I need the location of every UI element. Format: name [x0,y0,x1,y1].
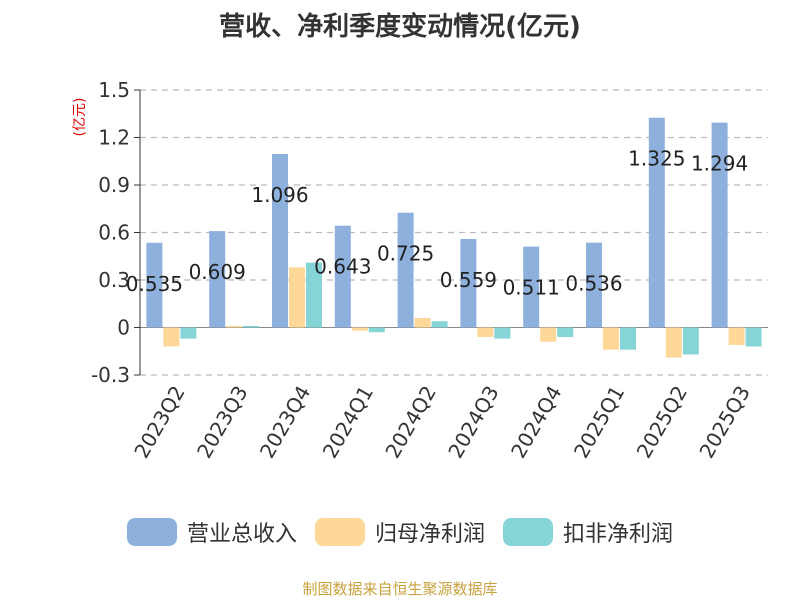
data-label-2023Q3: 0.609 [189,260,246,284]
x-tick-label: 2024Q3 [443,382,503,463]
x-tick-label: 2023Q4 [255,382,315,463]
legend-item[interactable]: 归母净利润 [314,516,485,548]
bar-扣非净利润-2024Q4 [557,327,574,337]
bar-归母净利润-2025Q2 [665,327,682,358]
y-tick-label: -0.3 [91,363,130,387]
bar-扣非净利润-2023Q3 [243,325,260,328]
x-tick-label: 2024Q4 [506,382,566,463]
y-axis-unit-label: (亿元) [72,98,88,137]
footer-source: 制图数据来自恒生聚源数据库 [302,580,498,598]
bar-扣非净利润-2023Q2 [180,327,197,339]
legend: 营业总收入 归母净利润 扣非净利润 [0,516,800,548]
data-label-2025Q3: 1.294 [691,152,748,176]
bar-营业总收入-2024Q4 [523,246,540,328]
bar-归母净利润-2025Q3 [728,327,745,345]
x-tick-label: 2024Q2 [380,382,440,463]
x-tick-label: 2025Q3 [694,382,754,463]
bar-扣非净利润-2024Q3 [494,327,511,339]
data-label-2024Q2: 0.725 [377,242,434,266]
data-label-2024Q4: 0.511 [503,276,560,300]
legend-item[interactable]: 营业总收入 [126,516,297,548]
bar-营业总收入-2023Q3 [209,231,226,328]
data-label-2025Q2: 1.325 [628,147,685,171]
bar-归母净利润-2023Q2 [163,327,180,347]
bar-营业总收入-2025Q1 [586,242,602,328]
x-tick-label: 2023Q3 [192,382,252,463]
y-tick-label: 0 [117,316,130,340]
bar-营业总收入-2023Q4 [272,153,288,328]
bar-营业总收入-2025Q3 [711,122,728,328]
data-label-2024Q1: 0.643 [314,255,371,279]
legend-swatch [314,518,365,546]
bar-归母净利润-2024Q1 [351,327,368,331]
bar-扣非净利润-2025Q2 [682,327,699,355]
y-tick-label: 0.9 [98,173,130,197]
bars [146,117,762,358]
bar-营业总收入-2025Q2 [648,117,665,328]
bar-扣非净利润-2025Q1 [620,327,636,350]
y-tick-label: 0.6 [98,221,130,245]
bar-归母净利润-2023Q3 [226,325,243,328]
data-label-2023Q4: 1.096 [251,183,308,207]
bar-营业总收入-2024Q3 [460,238,477,328]
bar-营业总收入-2024Q1 [334,225,351,328]
data-label-2024Q3: 0.559 [440,268,497,292]
data-label-2023Q2: 0.535 [126,272,183,296]
y-tick-label: 1.2 [98,126,130,150]
legend-label: 归母净利润 [374,522,485,547]
x-tick-label: 2024Q1 [318,382,378,463]
x-tick-label: 2025Q1 [569,382,629,463]
data-label-2025Q1: 0.536 [565,272,622,296]
bar-营业总收入-2024Q2 [397,212,414,328]
legend-swatch [126,518,177,546]
bar-归母净利润-2023Q4 [289,267,305,328]
legend-label: 营业总收入 [186,522,297,547]
bar-扣非净利润-2023Q4 [306,262,322,328]
bar-扣非净利润-2024Q2 [431,321,448,328]
legend-swatch [503,518,553,546]
bar-归母净利润-2024Q3 [477,327,494,337]
x-tick-label: 2025Q2 [632,382,692,463]
y-tick-label: 0.3 [98,268,130,292]
legend-label: 扣非净利润 [563,522,674,547]
y-tick-label: 1.5 [98,78,130,102]
x-tick-label: 2023Q2 [129,382,189,463]
chart-title: 营收、净利季度变动情况(亿元) [219,12,581,42]
bar-归母净利润-2025Q1 [603,327,619,350]
legend-item[interactable]: 扣非净利润 [503,516,673,548]
bar-扣非净利润-2024Q1 [368,327,385,333]
bar-归母净利润-2024Q2 [414,318,431,328]
bar-营业总收入-2023Q2 [146,242,163,328]
bar-归母净利润-2024Q4 [540,327,557,342]
grid-lines [140,89,768,376]
bar-扣非净利润-2025Q3 [745,327,762,347]
